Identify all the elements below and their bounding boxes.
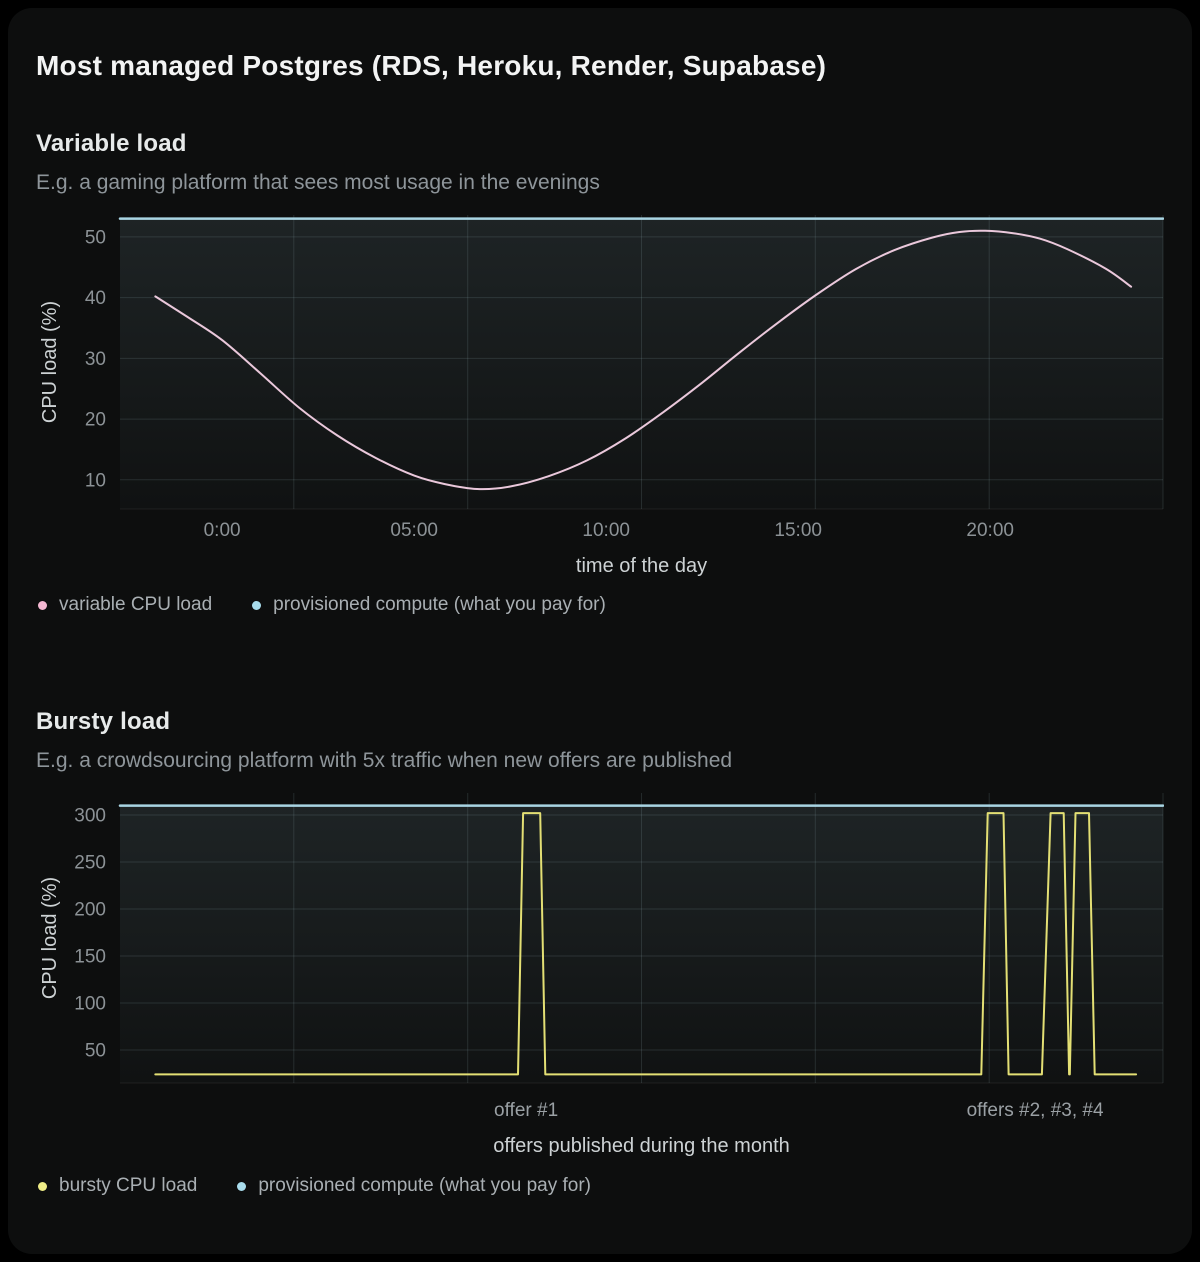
provisioned-area-fill (120, 218, 1163, 509)
legend-label: variable CPU load (59, 594, 213, 615)
legend-label: bursty CPU load (59, 1175, 198, 1196)
x-annotation: offers #2, #3, #4 (967, 1100, 1104, 1121)
x-axis-title: time of the day (576, 555, 707, 577)
provisioned-area-fill (120, 805, 1163, 1083)
y-tick-label: 150 (74, 947, 106, 968)
legend-label: provisioned compute (what you pay for) (258, 1175, 592, 1196)
y-tick-label: 50 (85, 1041, 106, 1062)
y-tick-label: 200 (74, 900, 106, 921)
variable-load-heading: Variable load (36, 130, 187, 157)
y-tick-label: 100 (74, 994, 106, 1015)
x-tick-label: 05:00 (390, 520, 438, 541)
x-axis-title: offers published during the month (493, 1135, 790, 1157)
bursty-cpu-load-line (154, 812, 1138, 1076)
variable-load-legend: variable CPU load provisioned compute (wh… (36, 594, 1164, 616)
y-tick-label: 40 (85, 288, 106, 309)
legend-item: provisioned compute (what you pay for) (252, 594, 606, 616)
section-bursty-load: Bursty load E.g. a crowdsourcing platfor… (36, 708, 1164, 1197)
legend-dot-icon (38, 1181, 47, 1191)
bursty-load-subtitle: E.g. a crowdsourcing platform with 5x tr… (36, 749, 733, 772)
legend-item: provisioned compute (what you pay for) (237, 1175, 591, 1197)
x-tick-label: 0:00 (204, 520, 241, 541)
y-tick-label: 250 (74, 853, 106, 874)
y-tick-label: 20 (85, 410, 106, 431)
y-tick-label: 30 (85, 349, 106, 370)
legend-dot-icon (38, 600, 47, 610)
legend-item: bursty CPU load (38, 1175, 197, 1197)
x-tick-label: 10:00 (582, 520, 630, 541)
variable-load-chart: 10 20 30 40 50 0:00 05:00 10:00 15:00 20:00 time o… (39, 215, 1164, 577)
legend-label: provisioned compute (what you pay for) (273, 594, 606, 615)
variable-load-subtitle: E.g. a gaming platform that sees most us… (36, 171, 600, 194)
legend-dot-icon (237, 1181, 247, 1191)
x-tick-label: 20:00 (966, 520, 1014, 541)
x-annotation: offer #1 (494, 1100, 558, 1121)
section-variable-load: Variable load E.g. a gaming platform tha… (36, 130, 1164, 616)
bursty-load-chart: 50 100 150 200 250 300 offer #1 offers #2, #3, … (39, 793, 1164, 1157)
variable-cpu-load-line (154, 229, 1133, 491)
x-tick-label: 15:00 (774, 520, 822, 541)
legend-dot-icon (252, 600, 262, 610)
bursty-load-legend: bursty CPU load provisioned compute (what… (36, 1175, 1164, 1197)
legend-item: variable CPU load (38, 594, 212, 616)
page-title: Most managed Postgres (RDS, Heroku, Rend… (36, 50, 827, 81)
y-tick-label: 10 (85, 470, 106, 491)
bursty-load-heading: Bursty load (36, 708, 171, 735)
y-tick-label: 300 (74, 806, 106, 827)
y-axis-title: CPU load (%) (39, 877, 61, 999)
article-card: Most managed Postgres (RDS, Heroku, Rend… (8, 8, 1192, 1254)
y-tick-label: 50 (85, 227, 106, 248)
y-axis-title: CPU load (%) (39, 301, 61, 423)
